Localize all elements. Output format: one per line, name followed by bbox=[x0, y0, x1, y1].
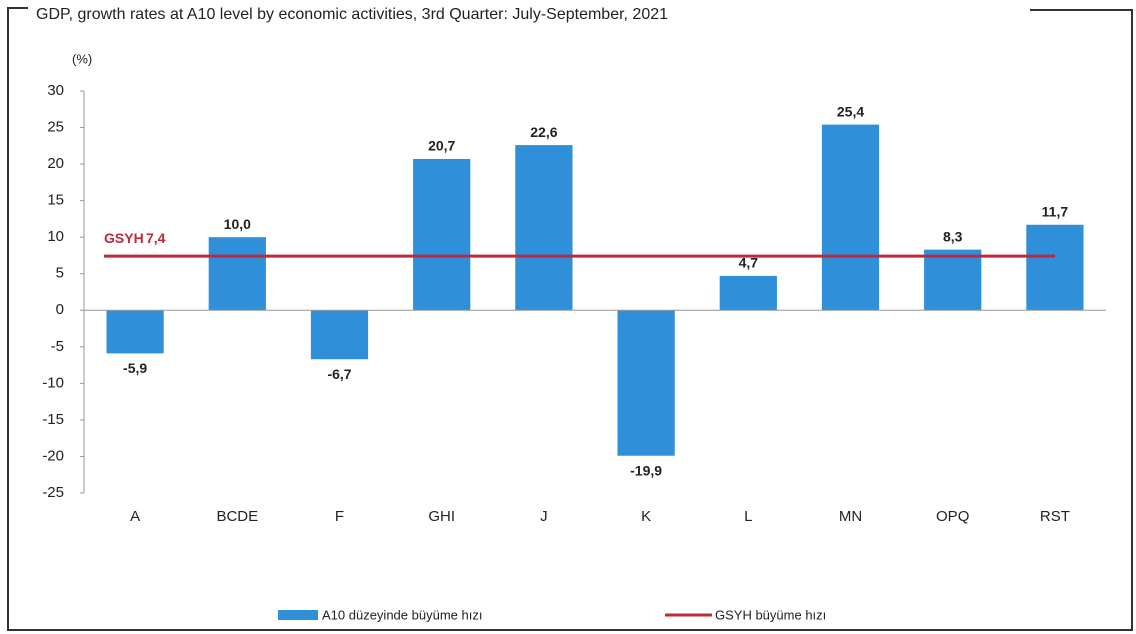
x-tick-label: A bbox=[130, 508, 140, 525]
x-tick-label: OPQ bbox=[936, 508, 969, 525]
x-tick-label: MN bbox=[839, 508, 862, 525]
reference-label: GSYH bbox=[104, 230, 144, 246]
bar bbox=[924, 249, 982, 311]
data-label: 22,6 bbox=[530, 124, 557, 140]
bar bbox=[106, 310, 164, 354]
reference-value-label: 7,4 bbox=[146, 230, 166, 246]
data-label: -5,9 bbox=[123, 360, 147, 376]
y-tick-label: 5 bbox=[56, 265, 64, 282]
y-tick-label: -25 bbox=[42, 484, 64, 501]
legend-swatch bbox=[278, 610, 318, 620]
y-tick-label: 20 bbox=[47, 155, 64, 172]
y-tick-label: 30 bbox=[47, 82, 64, 99]
bar bbox=[1026, 224, 1084, 311]
x-tick-label: L bbox=[744, 508, 752, 525]
data-label: -19,9 bbox=[630, 462, 662, 478]
y-tick-label: -15 bbox=[42, 411, 64, 428]
y-tick-label: 15 bbox=[47, 192, 64, 209]
chart-title: GDP, growth rates at A10 level by econom… bbox=[36, 6, 668, 23]
y-tick-label: 0 bbox=[56, 301, 64, 318]
bar bbox=[617, 310, 675, 456]
data-label: 25,4 bbox=[837, 103, 864, 119]
data-label: 8,3 bbox=[943, 228, 963, 244]
x-tick-label: GHI bbox=[428, 508, 455, 525]
bar bbox=[413, 158, 471, 311]
x-tick-label: J bbox=[540, 508, 548, 525]
x-tick-label: K bbox=[641, 508, 651, 525]
legend-label: A10 düzeyinde büyüme hızı bbox=[322, 607, 482, 622]
x-tick-label: RST bbox=[1040, 508, 1070, 525]
bar bbox=[310, 310, 369, 360]
frame bbox=[7, 7, 1133, 631]
legend-label: GSYH büyüme hızı bbox=[715, 607, 826, 622]
data-label: 4,7 bbox=[739, 255, 759, 271]
y-tick-label: -5 bbox=[51, 338, 64, 355]
bar bbox=[515, 145, 573, 311]
y-tick-label: -20 bbox=[42, 447, 64, 464]
x-tick-label: BCDE bbox=[216, 508, 258, 525]
x-tick-label: F bbox=[335, 508, 344, 525]
data-label: -6,7 bbox=[327, 366, 351, 382]
y-tick-label: 25 bbox=[47, 119, 64, 136]
y-axis-label: (%) bbox=[72, 51, 92, 66]
frame-border bbox=[7, 7, 1133, 631]
bar bbox=[821, 124, 880, 311]
bar bbox=[719, 275, 777, 311]
y-tick-label: 10 bbox=[47, 228, 64, 245]
bar bbox=[208, 237, 266, 311]
data-label: 20,7 bbox=[428, 138, 455, 154]
y-tick-label: -10 bbox=[42, 374, 64, 391]
data-label: 11,7 bbox=[1042, 203, 1069, 219]
data-label: 10,0 bbox=[224, 216, 251, 232]
